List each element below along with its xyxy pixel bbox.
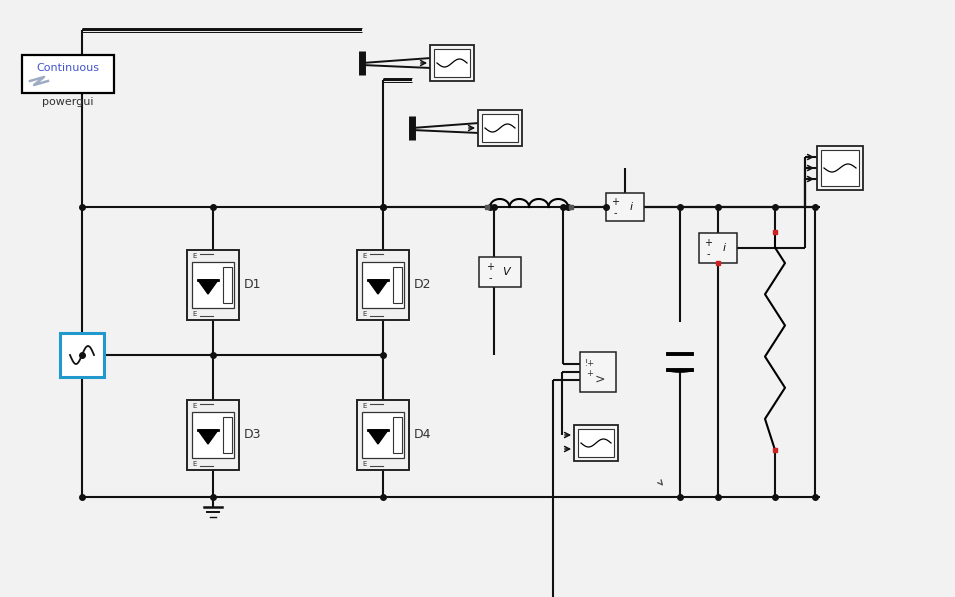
Polygon shape xyxy=(368,430,388,444)
Text: D2: D2 xyxy=(414,278,432,291)
Text: Continuous: Continuous xyxy=(36,63,99,73)
Text: +: + xyxy=(586,370,593,378)
Bar xyxy=(187,400,239,470)
Text: -: - xyxy=(488,273,492,283)
Bar xyxy=(606,193,644,221)
Text: E: E xyxy=(193,311,197,317)
Text: E: E xyxy=(193,253,197,259)
Bar xyxy=(357,250,409,320)
Text: E: E xyxy=(363,311,367,317)
Text: -: - xyxy=(613,208,617,218)
Bar xyxy=(393,417,402,453)
Bar xyxy=(580,352,616,392)
Text: D4: D4 xyxy=(414,429,432,442)
Text: i: i xyxy=(722,243,726,253)
Text: +: + xyxy=(486,262,494,272)
Text: >: > xyxy=(595,373,605,386)
Text: +: + xyxy=(611,197,619,207)
Bar xyxy=(60,333,104,377)
Bar xyxy=(223,417,232,453)
Bar xyxy=(478,110,522,146)
Text: D1: D1 xyxy=(244,278,262,291)
Bar xyxy=(362,262,404,308)
Text: !+: !+ xyxy=(584,359,595,368)
Bar xyxy=(393,267,402,303)
Bar xyxy=(362,412,404,458)
Text: E: E xyxy=(363,461,367,467)
Bar xyxy=(578,429,614,457)
Bar xyxy=(187,250,239,320)
Bar xyxy=(479,257,521,287)
Text: E: E xyxy=(363,253,367,259)
Text: D3: D3 xyxy=(244,429,262,442)
Bar xyxy=(192,262,234,308)
Bar xyxy=(699,233,737,263)
Text: powergui: powergui xyxy=(42,97,94,107)
Bar xyxy=(817,146,863,190)
Bar xyxy=(357,400,409,470)
Text: -: - xyxy=(707,249,710,259)
Polygon shape xyxy=(198,430,218,444)
Text: E: E xyxy=(193,403,197,409)
Text: E: E xyxy=(193,461,197,467)
Text: V: V xyxy=(502,267,510,277)
Bar xyxy=(434,49,470,77)
Bar xyxy=(574,425,618,461)
Text: E: E xyxy=(363,403,367,409)
Polygon shape xyxy=(368,280,388,294)
Polygon shape xyxy=(198,280,218,294)
Text: i: i xyxy=(629,202,632,212)
Bar xyxy=(482,114,518,142)
Bar xyxy=(22,55,114,93)
Bar xyxy=(192,412,234,458)
Bar xyxy=(430,45,474,81)
Text: +: + xyxy=(704,238,712,248)
Bar xyxy=(223,267,232,303)
Bar xyxy=(821,150,859,186)
